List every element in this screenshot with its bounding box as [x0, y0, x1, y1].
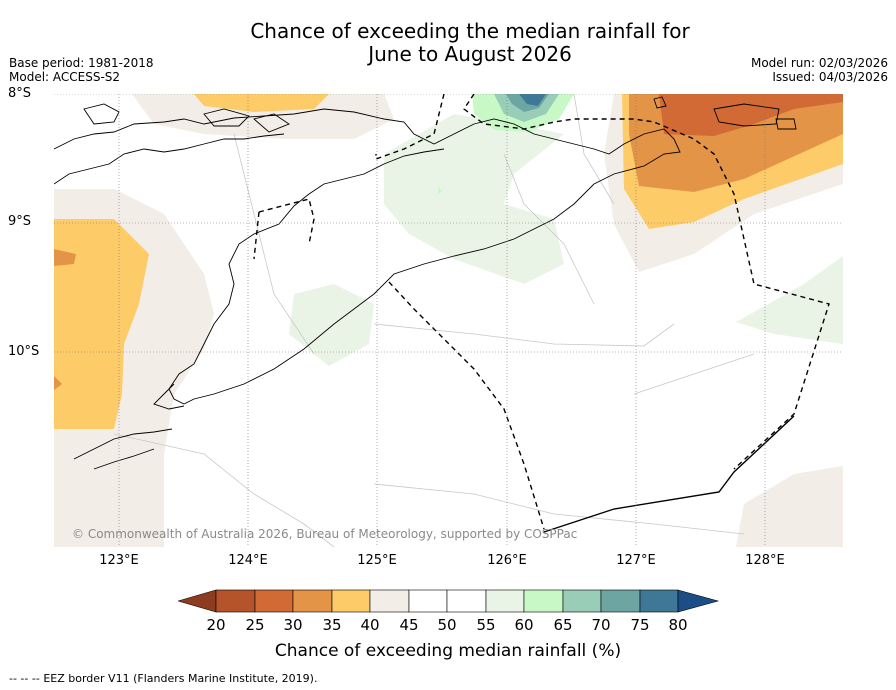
- footer-legend: -- -- -- EEZ border V11 (Flanders Marine…: [9, 672, 317, 685]
- lat-label-10s: 10°S: [8, 344, 40, 359]
- title-line-1: Chance of exceeding the median rainfall …: [250, 19, 690, 43]
- shade-35-40-top: [194, 94, 329, 112]
- colorbar-tick-80: 80: [668, 616, 687, 634]
- eez-borders: [253, 93, 830, 530]
- colorbar-40-45: [369, 589, 410, 613]
- shade-55-60-south: [289, 284, 374, 366]
- colorbar-tick-25: 25: [245, 616, 264, 634]
- colorbar-tick-75: 75: [630, 616, 649, 634]
- colorbar-extend-low: [176, 589, 217, 613]
- meta-right: Model run: 02/03/2026 Issued: 04/03/2026: [751, 56, 888, 84]
- colorbar-svg: 20 25 30 35 40 45 50 55 60 65 70 75 80: [176, 589, 720, 634]
- colorbar-tick-50: 50: [437, 616, 456, 634]
- colorbar-tick-65: 65: [553, 616, 572, 634]
- colorbar-20-25: [215, 589, 256, 613]
- shade-55-60-east: [736, 256, 843, 344]
- lat-label-9s: 9°S: [8, 214, 32, 229]
- rainfall-map: [53, 93, 843, 548]
- colorbar-tick-30: 30: [283, 616, 302, 634]
- shade-55-60-central: [384, 114, 564, 284]
- shade-75-80-top: [519, 94, 546, 106]
- lon-label-128e: 128°E: [745, 553, 785, 568]
- map-title: Chance of exceeding the median rainfall …: [0, 20, 896, 66]
- model-label: Model: ACCESS-S2: [9, 70, 121, 84]
- issued-label: Issued: 04/03/2026: [772, 70, 888, 84]
- gridlines: [54, 93, 843, 547]
- colorbar-tick-70: 70: [591, 616, 610, 634]
- shade-25-30-east: [659, 94, 843, 136]
- lon-label-127e: 127°E: [616, 553, 656, 568]
- lon-label-123e: 123°E: [99, 553, 139, 568]
- colorbar-tick-40: 40: [360, 616, 379, 634]
- lat-label-8s: 8°S: [8, 86, 32, 101]
- colorbar-25-30: [254, 589, 294, 613]
- colorbar-tick-35: 35: [322, 616, 341, 634]
- lon-label-125e: 125°E: [357, 553, 397, 568]
- shade-35-40-west: [54, 219, 149, 429]
- map-svg: [53, 93, 843, 548]
- colorbar-70-75: [600, 589, 641, 613]
- colorbar-55-60: [485, 589, 525, 613]
- colorbar-35-40: [331, 589, 371, 613]
- colorbar-label: Chance of exceeding median rainfall (%): [274, 641, 622, 661]
- colorbar-extend-high: [677, 589, 720, 613]
- meta-left: Base period: 1981-2018 Model: ACCESS-S2: [9, 56, 154, 84]
- colorbar-60-65: [523, 589, 564, 613]
- colorbar-50-55: [446, 589, 487, 613]
- colorbar-tick-45: 45: [399, 616, 418, 634]
- model-run-label: Model run: 02/03/2026: [750, 56, 888, 70]
- lon-label-126e: 126°E: [487, 553, 527, 568]
- colorbar-30-35: [292, 589, 333, 613]
- eez-legend-symbol: -- -- --: [9, 672, 40, 685]
- shade-60-65-spot: [438, 186, 442, 194]
- colorbar-75-80: [639, 589, 679, 613]
- colorbar: 20 25 30 35 40 45 50 55 60 65 70 75 80: [176, 589, 720, 643]
- shade-40-45-southeast: [736, 466, 843, 547]
- shade-30-35-west-a: [54, 249, 76, 266]
- title-line-2: June to August 2026: [368, 42, 572, 66]
- colorbar-tick-20: 20: [206, 616, 225, 634]
- coastlines: [53, 96, 797, 470]
- base-period-label: Base period: 1981-2018: [9, 56, 154, 70]
- copyright-note: © Commonwealth of Australia 2026, Bureau…: [72, 527, 578, 541]
- eez-legend-text: EEZ border V11 (Flanders Marine Institut…: [43, 672, 318, 685]
- eez-solid-segment: [543, 415, 795, 533]
- shade-30-35-west-b: [54, 376, 62, 390]
- colorbar-65-70: [562, 589, 602, 613]
- colorbar-45-50: [408, 589, 448, 613]
- lon-label-124e: 124°E: [228, 553, 268, 568]
- colorbar-tick-55: 55: [476, 616, 495, 634]
- colorbar-tick-60: 60: [514, 616, 533, 634]
